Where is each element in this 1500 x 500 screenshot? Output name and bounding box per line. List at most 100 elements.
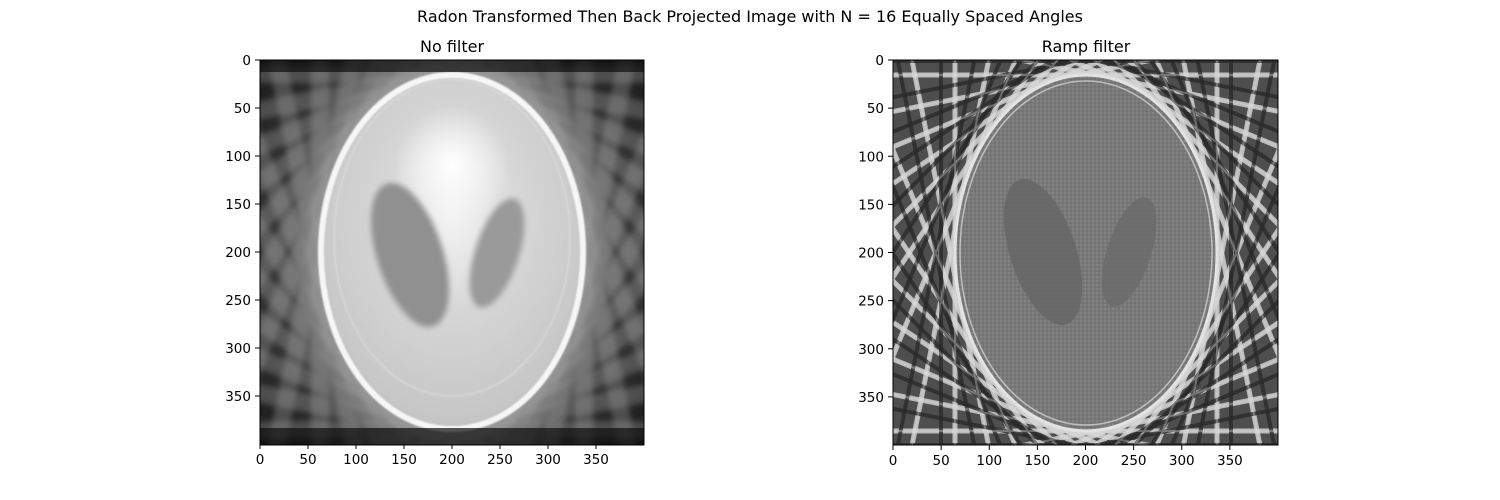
backprojection-streak [893, 60, 1110, 150]
backprojection-streak-dark [893, 60, 1024, 256]
backprojection-streak-dark [1130, 60, 1278, 208]
x-tick-label-right: 350 [1217, 453, 1243, 469]
backprojection-streak [893, 321, 1079, 445]
backprojection-streak-dark [1169, 183, 1278, 445]
image-no-filter [260, 60, 644, 445]
backprojection-streak-dark [1195, 60, 1277, 445]
backprojection-streak [1111, 278, 1278, 445]
backprojection-streak-dark [893, 181, 1003, 445]
backprojection-streak [444, 311, 644, 445]
backprojection-streak-dark [1116, 337, 1278, 445]
backprojection-streak [1113, 280, 1278, 445]
x-tick-label-right: 300 [1169, 453, 1195, 469]
backprojection-streak-dark [893, 60, 1057, 170]
backprojection-streak [260, 60, 436, 236]
backprojection-streak-dark [1169, 60, 1278, 323]
backprojection-streak [1154, 145, 1278, 445]
backprojection-streak-dark [1102, 372, 1278, 445]
backprojection-streak [1155, 149, 1278, 445]
axes-ticks-left: 0 50 100 150 200 250 300 350 0 50 100 150 200 250 300 3… [225, 53, 609, 468]
backprojection-streak [893, 60, 1017, 359]
x-tick-label-right: 50 [933, 453, 950, 469]
backprojection-streak-dark [1086, 406, 1278, 445]
y-tick-label-right: 350 [858, 390, 884, 406]
y-tick-label-right: 100 [858, 149, 884, 165]
backprojection-streak [893, 60, 1083, 187]
y-tick-label-left: 0 [242, 53, 251, 69]
backprojection-streak [1093, 321, 1278, 445]
backprojection-streak [1182, 60, 1262, 445]
backprojection-streak-dark [1115, 60, 1278, 169]
backprojection-streak [893, 356, 1107, 445]
backprojection-streak [893, 279, 1059, 445]
backprojection-streak-dark [1148, 251, 1278, 445]
axes-ticks-right: 0 50 100 150 200 250 300 350 0 50 100 150 200 250 300 3… [858, 53, 1243, 469]
backprojection-streak [893, 60, 1060, 227]
backprojection-streak [1066, 60, 1278, 148]
backprojection-streak [1130, 60, 1278, 281]
y-tick-label-right: 250 [858, 294, 884, 310]
backprojection-streak [467, 268, 644, 445]
backprojection-streak [1062, 60, 1278, 150]
backprojection-streak [893, 143, 1018, 445]
backprojection-streak [1112, 60, 1278, 226]
backprojection-streak [910, 60, 990, 445]
panel-title-left: No filter [420, 37, 484, 56]
y-tick-label-left: 100 [225, 149, 251, 165]
backprojection-streak [489, 214, 644, 445]
backprojection-streak [1091, 320, 1278, 445]
backprojection-streak [1065, 356, 1278, 445]
x-tick-label-left: 200 [439, 452, 465, 468]
backprojection-streak [260, 60, 459, 193]
x-tick-label-left: 100 [343, 452, 369, 468]
backprojection-streak [893, 224, 1041, 445]
backprojection-streak [1153, 60, 1278, 361]
y-tick-label-left: 50 [234, 101, 251, 117]
y-tick-label-left: 150 [225, 197, 251, 213]
backprojection-streak [893, 60, 1062, 229]
backprojection-streak [1182, 60, 1261, 445]
backprojection-streak [893, 393, 1152, 445]
y-tick-label-right: 0 [875, 53, 884, 69]
backprojection-streak [1110, 60, 1278, 228]
x-tick-label-left: 150 [391, 452, 417, 468]
backprojection-streak [893, 60, 1042, 282]
backprojection-streak [1155, 60, 1278, 357]
backprojection-streak [1069, 358, 1278, 445]
backprojection-streak [893, 358, 1103, 445]
backprojection-streak-dark [893, 60, 1072, 134]
backprojection-streak-dark [893, 60, 1003, 325]
backprojection-streak [893, 227, 1039, 445]
y-tick-label-left: 300 [225, 341, 251, 357]
backprojection-streak [1133, 228, 1278, 445]
backprojection-streak [893, 60, 1157, 113]
backprojection-streak-dark [893, 297, 1041, 445]
image-ramp-filter [893, 60, 1278, 445]
x-tick-label-right: 250 [1121, 453, 1147, 469]
backprojection-streak [893, 277, 1061, 445]
backprojection-streak [1131, 225, 1278, 445]
backprojection-streak [260, 60, 391, 375]
x-tick-label-right: 0 [889, 453, 898, 469]
x-tick-label-right: 150 [1024, 453, 1050, 469]
x-tick-label-left: 250 [487, 452, 513, 468]
y-tick-label-right: 150 [858, 197, 884, 213]
x-tick-label-left: 350 [583, 452, 609, 468]
backprojection-streak [893, 60, 1080, 185]
backprojection-streak [1092, 60, 1278, 185]
x-tick-label-left: 300 [535, 452, 561, 468]
panel-ramp-filter: Ramp filter 0 50 100 150 200 250 300 350 0 50 100 1… [858, 37, 1279, 469]
x-tick-label-left: 50 [299, 452, 316, 468]
x-tick-label-right: 100 [976, 453, 1002, 469]
backprojection-streak-dark [895, 60, 977, 445]
y-tick-label-right: 300 [858, 342, 884, 358]
x-tick-label-right: 200 [1073, 453, 1099, 469]
backprojection-streak [1132, 60, 1278, 278]
backprojection-streak [260, 60, 414, 290]
y-tick-label-right: 200 [858, 246, 884, 262]
backprojection-streak-dark [893, 60, 1091, 100]
backprojection-streak [893, 60, 1106, 148]
y-tick-label-left: 200 [225, 245, 251, 261]
panel-no-filter: No filter 0 50 100 150 200 250 300 350 0 50 100 150… [225, 37, 645, 468]
